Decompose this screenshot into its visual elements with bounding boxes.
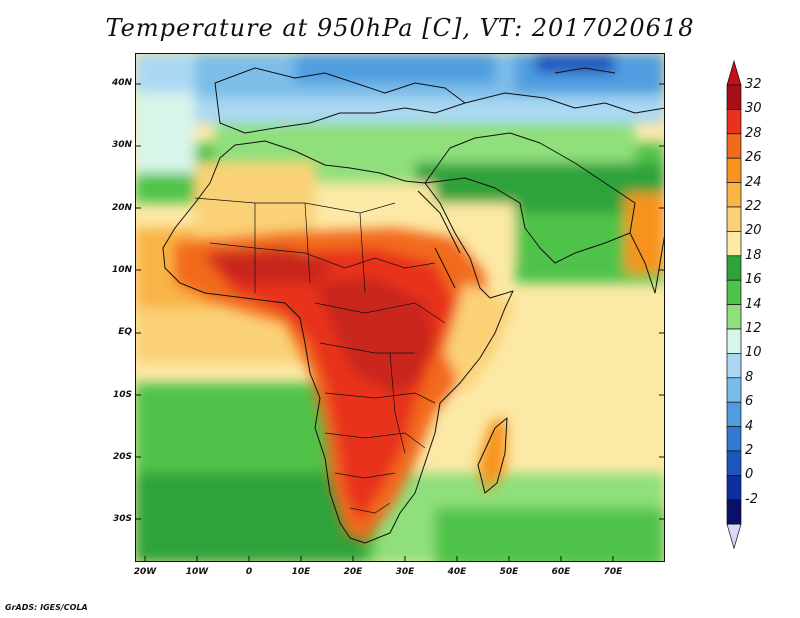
colorbar-segment xyxy=(726,499,742,525)
lon-label-10e: 10E xyxy=(291,567,311,577)
lon-label-50e: 50E xyxy=(499,567,519,577)
lat-label-eq: EQ xyxy=(118,327,132,337)
colorbar-label: 30 xyxy=(745,101,762,117)
colorbar-segment xyxy=(726,304,742,330)
colorbar-label: 14 xyxy=(745,296,762,312)
colorbar-label: 4 xyxy=(745,418,754,434)
colorbar-top-arrow xyxy=(726,59,742,86)
lat-label-20s: 20S xyxy=(112,452,132,462)
colorbar-label: 18 xyxy=(745,247,762,263)
colorbar-segment xyxy=(726,133,742,159)
lat-label-30n: 30N xyxy=(111,140,132,150)
lon-label-20w: 20W xyxy=(133,567,157,577)
colorbar-label: 32 xyxy=(745,77,762,92)
colorbar-label: 22 xyxy=(745,199,762,214)
colorbar-label: 26 xyxy=(745,150,762,166)
colorbar-segment xyxy=(726,84,742,110)
temperature-map xyxy=(135,53,665,562)
colorbar-segment xyxy=(726,109,742,135)
colorbar-segment xyxy=(726,426,742,452)
colorbar-segment xyxy=(726,377,742,403)
colorbar-segment xyxy=(726,401,742,427)
colorbar-label: 2 xyxy=(745,443,754,458)
footer-credit: GrADS: IGES/COLA xyxy=(5,603,88,612)
colorbar-segment xyxy=(726,206,742,232)
lat-label-30s: 30S xyxy=(112,514,132,524)
colorbar-label: 6 xyxy=(745,394,754,410)
lon-label-10w: 10W xyxy=(185,567,209,577)
colorbar-label: 12 xyxy=(745,321,762,336)
colorbar-label: 16 xyxy=(745,272,762,288)
map-title: Temperature at 950hPa [C], VT: 201702061… xyxy=(105,14,695,42)
colorbar-label: 0 xyxy=(745,467,754,483)
colorbar-label: 8 xyxy=(745,369,754,385)
lon-label-70e: 70E xyxy=(603,567,623,577)
lat-label-40n: 40N xyxy=(111,78,132,88)
colorbar-bottom-arrow xyxy=(726,523,742,550)
colorbar-label: 10 xyxy=(745,345,762,361)
lat-label-10s: 10S xyxy=(112,390,132,400)
lon-label-60e: 60E xyxy=(551,567,571,577)
colorbar-segment xyxy=(726,157,742,183)
colorbar-segment xyxy=(726,353,742,379)
colorbar-label: -2 xyxy=(745,491,758,507)
colorbar-segment xyxy=(726,279,742,305)
lon-label-40e: 40E xyxy=(447,567,467,577)
lat-label-10n: 10N xyxy=(111,265,132,275)
colorbar-label: 24 xyxy=(745,174,762,190)
colorbar-segment xyxy=(726,182,742,208)
colorbar-segment xyxy=(726,450,742,476)
colorbar-segment xyxy=(726,231,742,257)
lon-label-0: 0 xyxy=(245,567,253,577)
colorbar-segment xyxy=(726,328,742,354)
lat-label-20n: 20N xyxy=(111,203,132,213)
colorbar-label: 20 xyxy=(745,223,762,239)
lon-label-30e: 30E xyxy=(395,567,415,577)
colorbar-label: 28 xyxy=(745,125,762,141)
map-frame xyxy=(135,53,665,562)
colorbar-segment xyxy=(726,475,742,501)
lon-label-20e: 20E xyxy=(343,567,363,577)
colorbar-segment xyxy=(726,255,742,281)
